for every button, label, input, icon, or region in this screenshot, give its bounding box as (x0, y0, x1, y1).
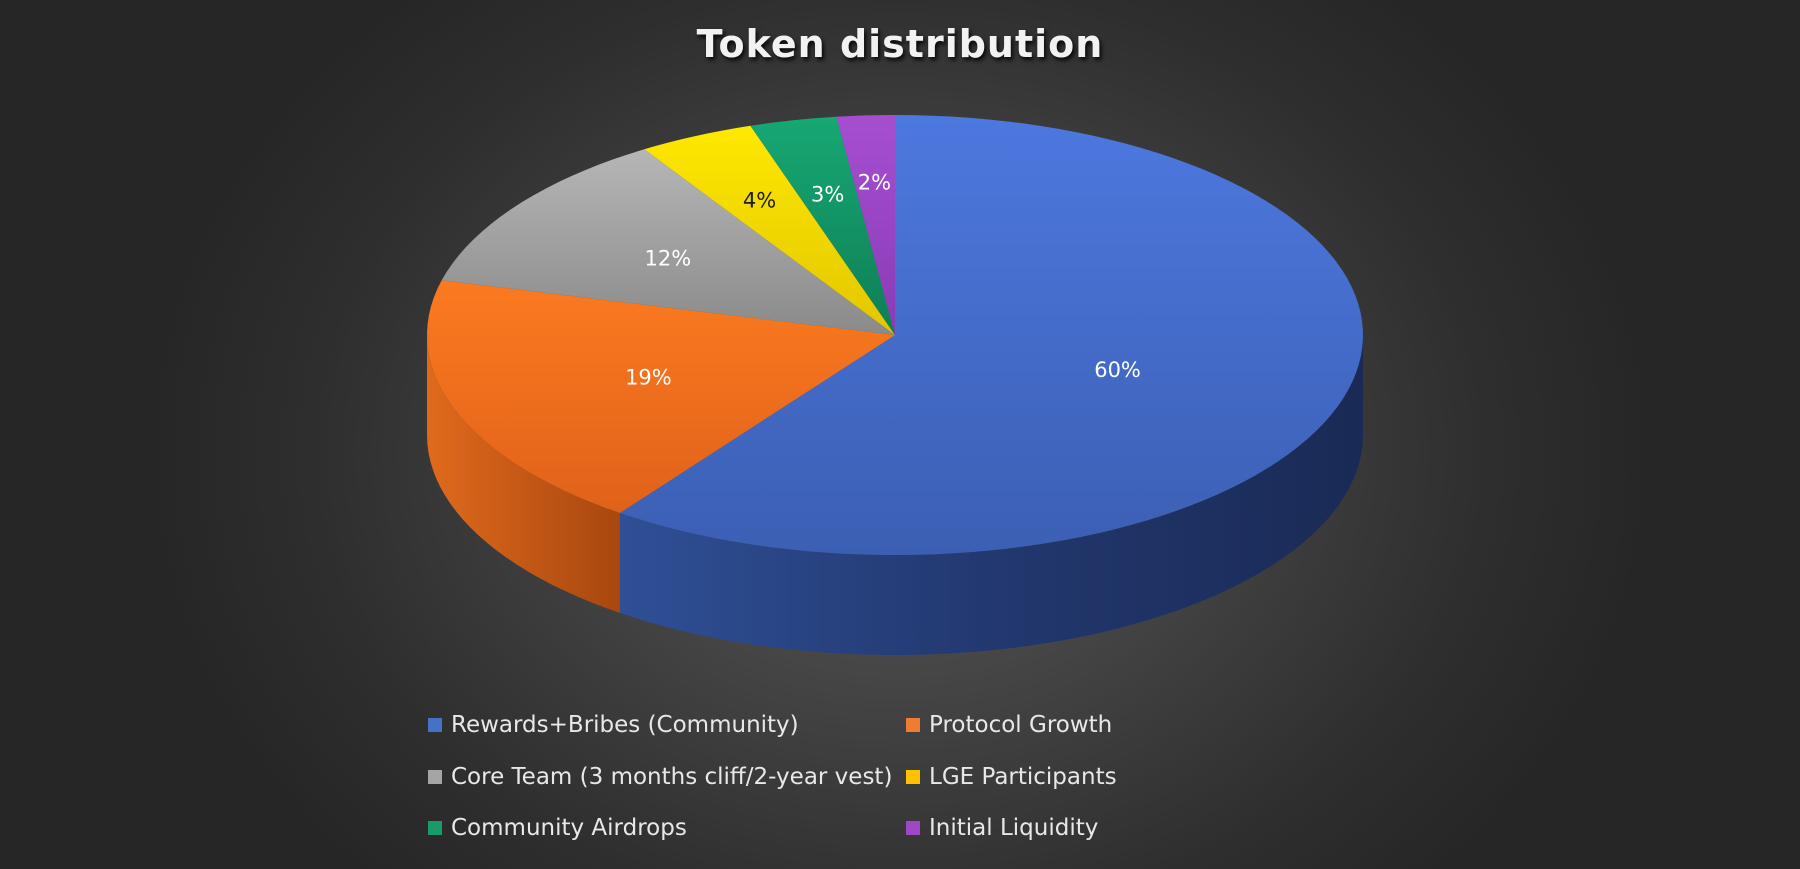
legend-item-protocol-growth: Protocol Growth (906, 710, 1112, 740)
pie-slice-lge (644, 125, 895, 336)
legend-label: Protocol Growth (929, 712, 1113, 738)
data-label-liquidity: 2% (858, 170, 891, 194)
legend-item-lge: LGE Participants (906, 762, 1117, 792)
legend-swatch (428, 821, 442, 835)
data-label-core-team: 12% (644, 246, 691, 270)
pie-slice-airdrops (750, 116, 895, 335)
legend-item-airdrops: Community Airdrops (428, 813, 687, 843)
pie-side-protocol-growth (427, 335, 620, 613)
data-label-protocol-growth: 19% (625, 366, 672, 390)
legend-item-rewards: Rewards+Bribes (Community) (428, 710, 799, 740)
data-label-lge: 4% (743, 189, 776, 213)
chart-title: Token distribution (696, 22, 1104, 66)
legend-swatch (428, 770, 442, 784)
pie-slice-core-team (441, 149, 895, 335)
legend-item-core-team: Core Team (3 months cliff/2-year vest) (428, 762, 892, 792)
data-label-airdrops: 3% (811, 182, 844, 206)
legend-label: Rewards+Bribes (Community) (451, 712, 799, 738)
data-label-rewards: 60% (1094, 358, 1141, 382)
legend-label: LGE Participants (929, 764, 1117, 790)
pie-slice-rewards (619, 115, 1363, 555)
legend-item-liquidity: Initial Liquidity (906, 813, 1098, 843)
pie-slice-liquidity (836, 115, 895, 335)
pie-slice-protocol-growth (427, 280, 895, 513)
legend-swatch (906, 770, 920, 784)
legend-swatch (906, 718, 920, 732)
pie-side-rewards (619, 335, 1363, 655)
legend-swatch (428, 718, 442, 732)
legend-label: Initial Liquidity (929, 815, 1099, 841)
legend-label: Community Airdrops (451, 815, 687, 841)
legend-swatch (906, 821, 920, 835)
legend-label: Core Team (3 months cliff/2-year vest) (451, 764, 893, 790)
